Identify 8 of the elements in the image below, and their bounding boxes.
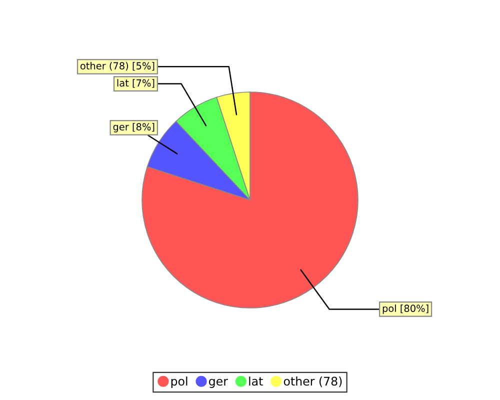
data-label: lat [7%] bbox=[117, 79, 154, 88]
data-label: pol [80%] bbox=[382, 304, 428, 314]
legend-label: other (78) bbox=[284, 376, 342, 388]
legend-label: lat bbox=[249, 376, 263, 386]
data-label: other (78) [5%] bbox=[80, 62, 154, 71]
legend-label: pol bbox=[171, 376, 188, 388]
data-label: ger [8%] bbox=[113, 122, 154, 132]
legend-label: ger bbox=[209, 378, 228, 388]
